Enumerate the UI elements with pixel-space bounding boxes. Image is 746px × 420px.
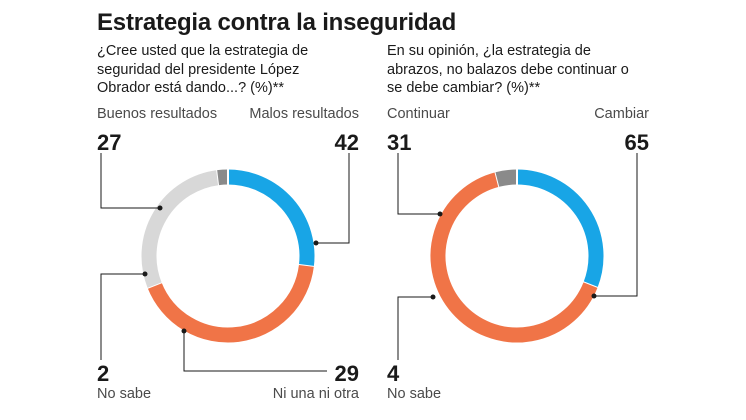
donut-chart-2: [430, 168, 604, 343]
value-no-sabe-1: 2: [97, 361, 110, 386]
donut-1-slice-buenos-resultados: [227, 169, 315, 267]
value-malos-resultados: 42: [334, 130, 359, 155]
donut-2-slice-continuar: [516, 169, 604, 288]
leader-no-sabe-1: [100, 273, 145, 360]
leader-dot-buenos-resultados: [157, 205, 163, 211]
value-buenos-resultados: 27: [97, 130, 122, 155]
label-cambiar: Cambiar: [594, 106, 649, 122]
donut-1-separator: [297, 263, 315, 268]
question-1: ¿Cree usted que la estrategia de segurid…: [97, 43, 309, 96]
leader-dot-malos-resultados: [313, 240, 319, 246]
leader-malos-resultados: [316, 153, 350, 244]
leader-dot-cambiar: [591, 293, 597, 299]
leader-no-sabe-2: [397, 296, 433, 360]
value-continuar: 31: [387, 130, 412, 155]
value-no-sabe-2: 4: [387, 361, 400, 386]
label-ni-una-ni-otra: Ni una ni otra: [272, 386, 359, 402]
donut-2-slice-no-sabe: [495, 169, 518, 187]
leader-dot-continuar: [437, 211, 443, 217]
leader-dot-no-sabe-1: [142, 271, 148, 277]
donut-chart-1: [141, 168, 315, 343]
donut-1-slice-malos-resultados: [147, 264, 314, 343]
label-buenos-resultados: Buenos resultados: [97, 106, 218, 122]
donut-2-slice-cambiar: [430, 172, 598, 343]
value-cambiar: 65: [624, 130, 649, 155]
question-2: En su opinión, ¿la estrategia de abrazos…: [387, 43, 629, 96]
label-continuar: Continuar: [387, 106, 450, 122]
donut-1-slice-no-sabe: [217, 169, 229, 186]
leader-ni-una-ni-otra: [183, 331, 327, 372]
leader-dot-ni-una-ni-otra: [181, 328, 187, 334]
label-malos-resultados: Malos resultados: [249, 106, 359, 122]
donut-1-slice-ni-una-ni-otra: [141, 170, 220, 288]
label-no-sabe-2: No sabe: [387, 386, 442, 402]
value-ni-una-ni-otra: 29: [334, 361, 359, 386]
chart-title: Estrategia contra la inseguridad: [97, 9, 457, 36]
leader-dot-no-sabe-2: [430, 294, 436, 300]
leader-cambiar: [594, 153, 638, 297]
leader-lines: [100, 153, 638, 372]
leader-continuar: [397, 153, 440, 215]
leader-buenos-resultados: [100, 153, 160, 209]
donut-1-separator: [146, 281, 163, 290]
label-no-sabe-1: No sabe: [97, 386, 152, 402]
